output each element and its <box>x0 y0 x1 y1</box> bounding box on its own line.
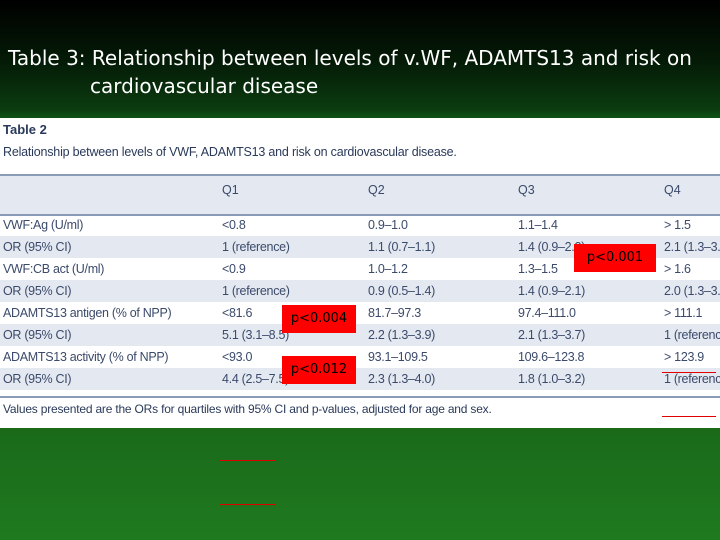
table-cell-q3: 1.4 (0.9–2.2) <box>518 240 585 254</box>
row-label: OR (95% CI) <box>3 240 72 254</box>
table-cell-q4: 1 (reference) <box>664 372 720 386</box>
header-q1: Q1 <box>222 183 239 197</box>
table-cell-q2: 2.2 (1.3–3.9) <box>368 328 435 342</box>
table-cell-q2: 0.9 (0.5–1.4) <box>368 284 435 298</box>
red-underline-q4-vwfcb <box>662 416 716 417</box>
row-label: VWF:Ag (U/ml) <box>3 218 84 232</box>
table-cell-q1: <93.0 <box>222 350 253 364</box>
table-cell-q2: 93.1–109.5 <box>368 350 428 364</box>
table-cell-q3: 97.4–111.0 <box>518 306 576 320</box>
table-cell-q2: 0.9–1.0 <box>368 218 408 232</box>
table-cell-q1: 1 (reference) <box>222 240 290 254</box>
table-bottom-rule <box>0 396 720 398</box>
table-cell-q4: 1 (reference) <box>664 328 720 342</box>
table-row: VWF:CB act (U/ml) <0.9 1.0–1.2 1.3–1.5 > 1.6 <box>0 258 720 280</box>
red-underline-q1-antigen <box>220 460 276 461</box>
table-cell-q3: 2.1 (1.3–3.7) <box>518 328 585 342</box>
p-value-box-3: p<0.012 <box>282 356 356 384</box>
table-row: OR (95% CI) 5.1 (3.1–8.5) 2.2 (1.3–3.9) 2.1… <box>0 324 720 346</box>
table-cell-q2: 1.0–1.2 <box>368 262 408 276</box>
table-cell-q1: <0.9 <box>222 262 246 276</box>
header-q4: Q4 <box>664 183 681 197</box>
table-cell-q3: 1.3–1.5 <box>518 262 558 276</box>
table-figure: Table 2 Relationship between levels of V… <box>0 118 720 428</box>
table-row: ADAMTS13 antigen (% of NPP) <81.6 81.7–97.… <box>0 302 720 324</box>
table-cell-q3: 1.1–1.4 <box>518 218 558 232</box>
table-cell-q4: > 1.6 <box>664 262 691 276</box>
row-label: OR (95% CI) <box>3 372 72 386</box>
table-header-band <box>0 174 720 216</box>
row-label: VWF:CB act (U/ml) <box>3 262 105 276</box>
table-row: OR (95% CI) 4.4 (2.5–7.5) 2.3 (1.3–4.0) 1.8… <box>0 368 720 390</box>
header-q3: Q3 <box>518 183 535 197</box>
table-cell-q4: 2.1 (1.3–3.3) <box>664 240 720 254</box>
table-cell-q1: <81.6 <box>222 306 253 320</box>
table-row: ADAMTS13 activity (% of NPP) <93.0 93.1–10… <box>0 346 720 368</box>
slide-title: Table 3: Relationship between levels of … <box>8 44 708 100</box>
row-label: ADAMTS13 antigen (% of NPP) <box>3 306 172 320</box>
table-cell-q4: > 111.1 <box>664 306 703 320</box>
table-cell-q1: 5.1 (3.1–8.5) <box>222 328 289 342</box>
table-footnote: Values presented are the ORs for quartil… <box>3 402 492 416</box>
table-label: Table 2 <box>3 122 47 137</box>
table-cell-q4: 2.0 (1.3–3.1) <box>664 284 720 298</box>
slide-title-line-2: cardiovascular disease <box>90 74 319 98</box>
table-cell-q3: 1.4 (0.9–2.1) <box>518 284 585 298</box>
table-cell-q1: 4.4 (2.5–7.5) <box>222 372 289 386</box>
p-value-box-1: p<0.001 <box>574 244 656 272</box>
table-cell-q3: 1.8 (1.0–3.2) <box>518 372 585 386</box>
table-row: OR (95% CI) 1 (reference) 0.9 (0.5–1.4) 1.4… <box>0 280 720 302</box>
table-row: OR (95% CI) 1 (reference) 1.1 (0.7–1.1) 1.4… <box>0 236 720 258</box>
table-cell-q2: 81.7–97.3 <box>368 306 421 320</box>
table-cell-q1: <0.8 <box>222 218 246 232</box>
red-underline-q4-vwfag <box>662 372 716 373</box>
slide-title-line-1: Table 3: Relationship between levels of … <box>8 46 692 70</box>
table-row: VWF:Ag (U/ml) <0.8 0.9–1.0 1.1–1.4 > 1.5 <box>0 214 720 236</box>
table-cell-q3: 109.6–123.8 <box>518 350 585 364</box>
row-label: OR (95% CI) <box>3 328 72 342</box>
table-cell-q2: 2.3 (1.3–4.0) <box>368 372 435 386</box>
header-q2: Q2 <box>368 183 385 197</box>
table-cell-q4: > 123.9 <box>664 350 704 364</box>
red-underline-q1-activity <box>220 504 276 505</box>
p-value-box-2: p<0.004 <box>282 305 356 333</box>
table-cell-q4: > 1.5 <box>664 218 691 232</box>
row-label: ADAMTS13 activity (% of NPP) <box>3 350 169 364</box>
table-cell-q1: 1 (reference) <box>222 284 290 298</box>
row-label: OR (95% CI) <box>3 284 72 298</box>
table-caption: Relationship between levels of VWF, ADAM… <box>3 145 457 159</box>
table-cell-q2: 1.1 (0.7–1.1) <box>368 240 435 254</box>
